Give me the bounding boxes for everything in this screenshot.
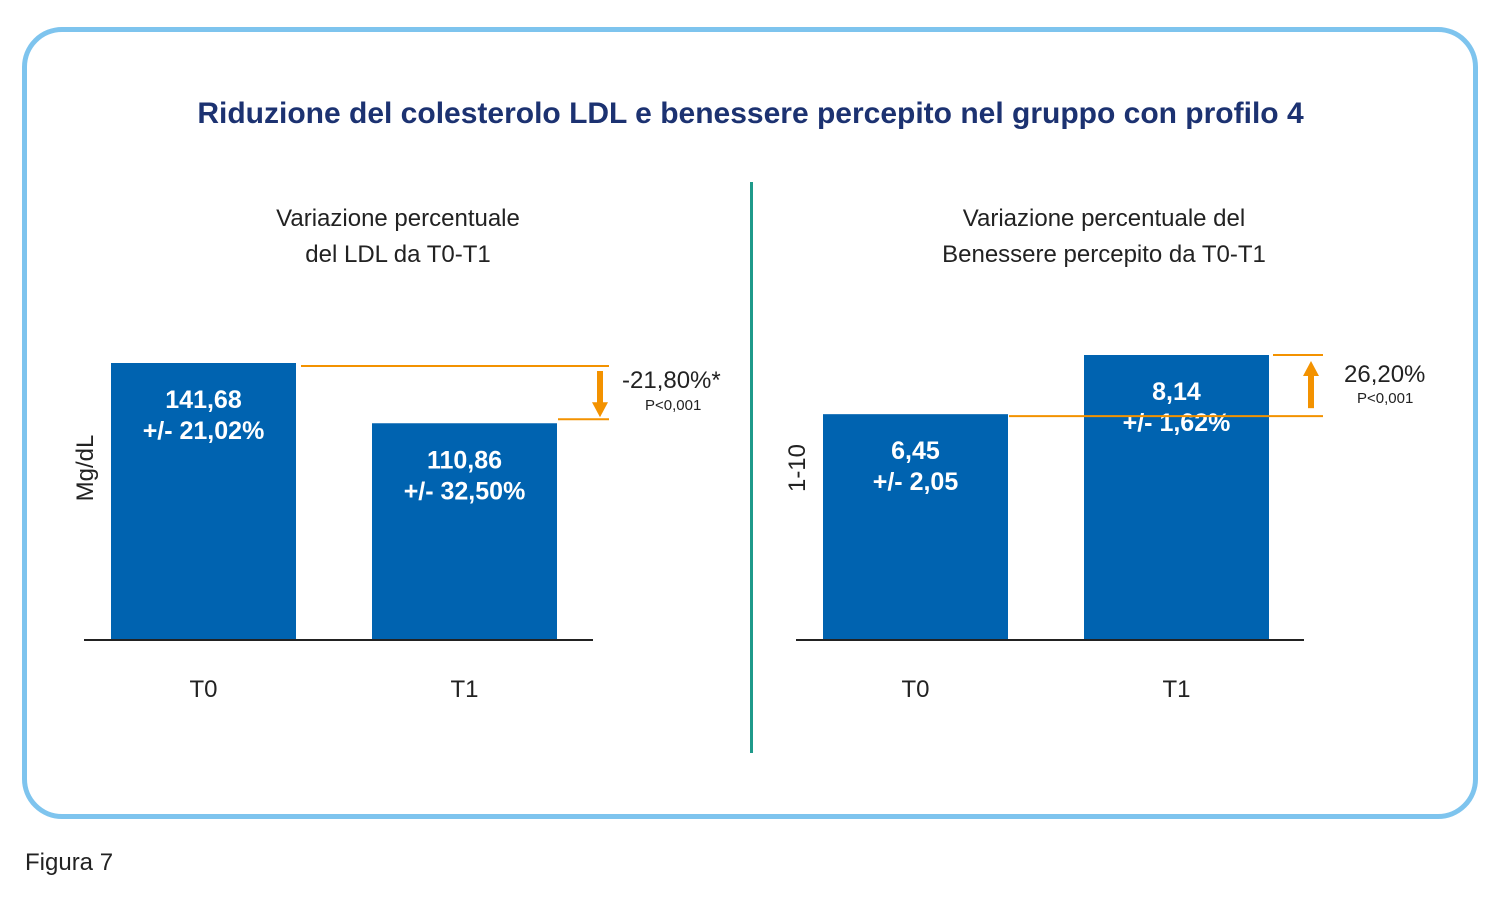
wellbeing-sd-label: +/- 2,05 xyxy=(873,468,959,496)
panel-divider xyxy=(750,182,753,753)
ldl-sd-label: +/- 21,02% xyxy=(143,417,265,445)
wellbeing-chart-subtitle: Variazione percentuale del Benessere per… xyxy=(904,201,1304,273)
ldl-y-axis-label: Mg/dL xyxy=(72,435,99,502)
wellbeing-y-axis-label: 1-10 xyxy=(784,444,811,492)
ldl-change-arrow-head xyxy=(592,402,608,418)
wellbeing-value-label: 6,45 xyxy=(891,437,940,465)
ldl-value-label: 141,68 xyxy=(165,386,242,414)
wellbeing-change-arrow-shaft xyxy=(1308,375,1314,409)
ldl-value-label: 110,86 xyxy=(427,446,502,474)
wellbeing-bar-t0 xyxy=(823,414,1008,640)
wellbeing-bar-t1 xyxy=(1084,355,1269,640)
wellbeing-sd-label: +/- 1,62% xyxy=(1123,409,1231,437)
figure-caption: Figura 7 xyxy=(25,849,114,876)
ldl-change-arrow-shaft xyxy=(597,371,603,404)
ldl-p-value: P<0,001 xyxy=(645,397,701,414)
wellbeing-subtitle-line1: Variazione percentuale del xyxy=(962,205,1246,232)
ldl-bar-t1 xyxy=(372,423,557,640)
wellbeing-change-label: 26,20% xyxy=(1344,361,1425,388)
ldl-bar-t0 xyxy=(111,363,296,640)
wellbeing-x-tick-label: T0 xyxy=(901,676,929,703)
ldl-sd-label: +/- 32,50% xyxy=(404,477,526,505)
ldl-subtitle-line2: del LDL da T0-T1 xyxy=(305,241,491,268)
ldl-chart-subtitle: Variazione percentuale del LDL da T0-T1 xyxy=(198,201,598,273)
wellbeing-x-tick-label: T1 xyxy=(1162,676,1190,703)
figure-title: Riduzione del colesterolo LDL e benesser… xyxy=(197,97,1304,130)
ldl-subtitle-line1: Variazione percentuale xyxy=(276,205,520,232)
wellbeing-subtitle-line2: Benessere percepito da T0-T1 xyxy=(942,241,1266,268)
wellbeing-p-value: P<0,001 xyxy=(1357,390,1413,407)
ldl-change-label: -21,80%* xyxy=(622,367,721,394)
ldl-x-tick-label: T1 xyxy=(450,676,478,703)
ldl-x-tick-label: T0 xyxy=(189,676,217,703)
wellbeing-value-label: 8,14 xyxy=(1152,378,1201,406)
wellbeing-change-arrow-head xyxy=(1303,361,1319,376)
